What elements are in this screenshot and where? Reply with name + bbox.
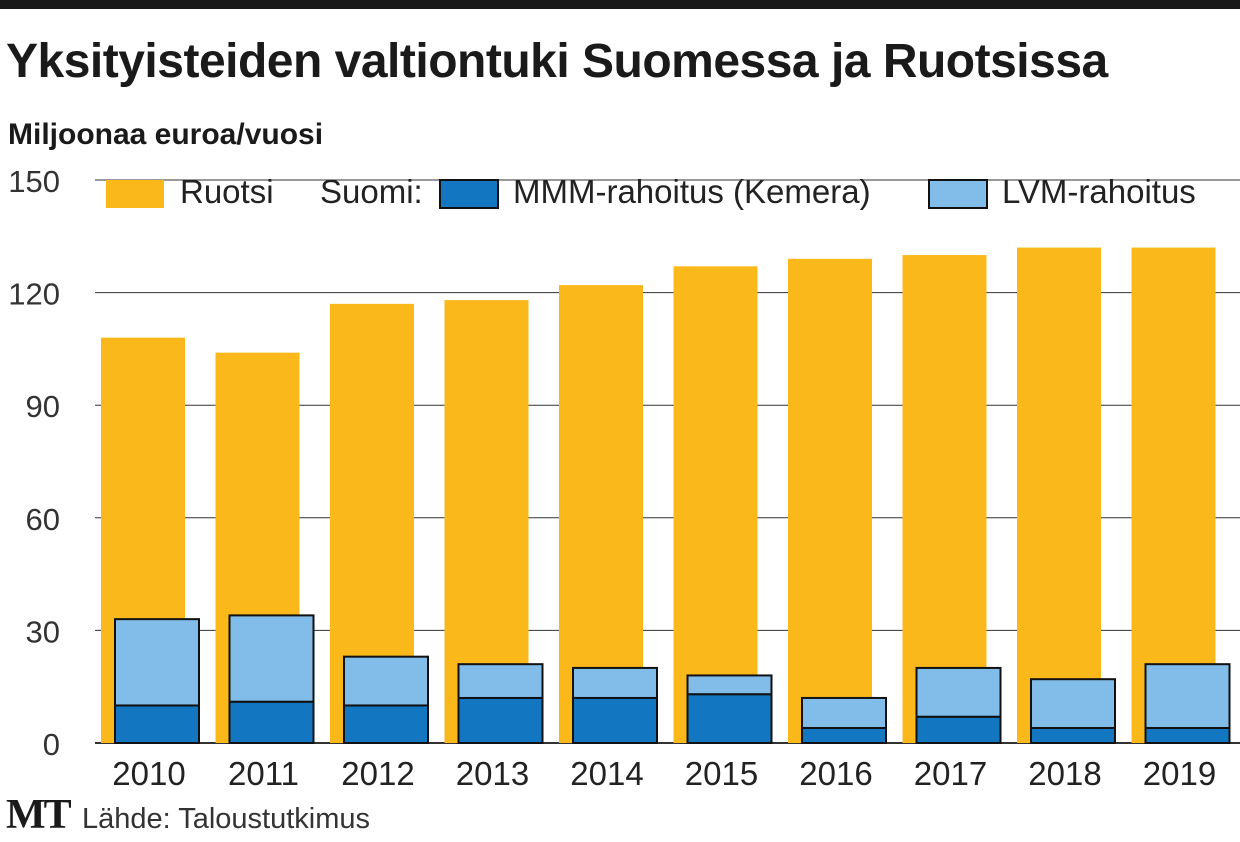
mt-logo: MT	[6, 792, 72, 838]
bar-mmm-2016	[801, 726, 887, 745]
bar-lvm-2012	[343, 655, 429, 707]
x-tick-label: 2014	[570, 755, 643, 792]
legend-label-ruotsi: Ruotsi	[180, 173, 274, 210]
x-tick-label: 2015	[685, 755, 758, 792]
bar-mmm-2013	[457, 696, 544, 745]
bar-mmm-2018	[1030, 726, 1116, 745]
bar-lvm-2015	[686, 674, 773, 696]
legend-label-lvm: LVM-rahoitus	[1002, 173, 1196, 210]
legend-label-mmm: MMM-rahoitus (Kemera)	[513, 173, 871, 210]
legend-swatch-lvm	[928, 179, 988, 209]
bar-lvm-2016	[801, 696, 887, 729]
bar-lvm-2011	[228, 614, 315, 703]
bar-lvm-2018	[1030, 678, 1116, 729]
chart-subtitle: Miljoonaa euroa/vuosi	[8, 118, 324, 151]
bar-mmm-2014	[572, 696, 658, 745]
y-tick-label: 30	[26, 614, 60, 649]
bar-mmm-2015	[686, 693, 773, 744]
x-tick-label: 2017	[914, 755, 987, 792]
bar-mmm-2011	[228, 700, 315, 744]
bar-lvm-2019	[1144, 663, 1231, 729]
legend-swatch-mmm	[439, 179, 499, 209]
source-note: Lähde: Taloustutkimus	[82, 803, 371, 835]
bar-chart: 0 30 60 90 120 150 2010 2011 2012 2013 2014 2015 201…	[8, 164, 1240, 792]
x-tick-label: 2018	[1028, 755, 1101, 792]
chart-title: Yksityisteiden valtiontuki Suomessa ja R…	[6, 35, 1108, 88]
bar-lvm-2010	[114, 618, 200, 707]
x-tick-label: 2016	[799, 755, 872, 792]
bar-mmm-2017	[915, 715, 1002, 745]
x-tick-label: 2012	[341, 755, 414, 792]
bar-mmm-2019	[1144, 726, 1231, 745]
x-tick-label: 2013	[456, 755, 529, 792]
bar-ruotsi-2016	[788, 258, 872, 743]
y-tick-label: 60	[26, 502, 60, 537]
legend-group-suomi: Suomi:	[320, 173, 423, 210]
y-tick-label: 150	[8, 164, 60, 199]
bar-mmm-2010	[114, 704, 200, 745]
x-tick-label: 2010	[112, 755, 185, 792]
bar-ruotsi-2019	[1131, 247, 1216, 743]
y-tick-label: 0	[43, 727, 60, 762]
legend-swatch-ruotsi	[106, 180, 164, 208]
bar-lvm-2014	[572, 666, 658, 699]
x-tick-label: 2011	[228, 755, 299, 792]
y-tick-label: 90	[26, 389, 60, 424]
bar-lvm-2013	[457, 663, 544, 699]
bar-ruotsi-2014	[559, 285, 643, 743]
bar-lvm-2017	[915, 666, 1002, 718]
bar-ruotsi-2018	[1017, 247, 1101, 743]
y-tick-label: 120	[8, 277, 60, 312]
x-tick-label: 2019	[1143, 755, 1216, 792]
bar-ruotsi-2017	[902, 255, 987, 744]
bar-mmm-2012	[343, 704, 429, 745]
top-rule	[0, 0, 1240, 9]
bar-ruotsi-2015	[673, 266, 758, 743]
